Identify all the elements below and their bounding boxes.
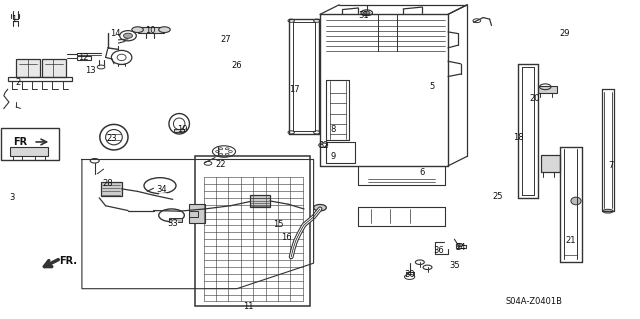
Text: 10: 10 — [145, 26, 156, 35]
Bar — [169, 218, 182, 222]
Text: 18: 18 — [513, 133, 524, 142]
Text: 15: 15 — [273, 220, 284, 229]
Bar — [189, 211, 198, 217]
Ellipse shape — [314, 204, 326, 211]
Ellipse shape — [364, 11, 370, 14]
Ellipse shape — [124, 33, 132, 38]
Bar — [195, 156, 310, 306]
Text: 36: 36 — [434, 246, 444, 255]
Text: 30: 30 — [404, 270, 415, 279]
Text: FR.: FR. — [59, 256, 77, 266]
Text: 32: 32 — [318, 141, 328, 150]
Text: S04A-Z0401B: S04A-Z0401B — [506, 297, 563, 306]
Text: 24: 24 — [456, 243, 466, 252]
Text: 12: 12 — [78, 53, 88, 62]
Ellipse shape — [456, 243, 463, 247]
Bar — [538, 86, 557, 93]
Text: 13: 13 — [86, 66, 96, 75]
Bar — [101, 182, 122, 196]
Text: FR: FR — [13, 137, 27, 147]
Text: 29: 29 — [559, 29, 570, 38]
Ellipse shape — [159, 27, 170, 33]
Text: 26: 26 — [232, 61, 242, 70]
Text: 28: 28 — [102, 179, 113, 188]
Bar — [10, 147, 48, 156]
Text: 33: 33 — [168, 219, 178, 228]
Text: 19: 19 — [177, 125, 188, 134]
Text: 22: 22 — [216, 160, 226, 169]
Text: 21: 21 — [566, 236, 576, 245]
Text: 5: 5 — [429, 82, 435, 91]
Ellipse shape — [132, 27, 143, 33]
Text: 20: 20 — [529, 94, 540, 103]
Bar — [174, 129, 184, 132]
Bar — [42, 59, 66, 77]
Bar — [541, 155, 560, 172]
Text: 9: 9 — [330, 152, 335, 161]
Text: 16: 16 — [281, 233, 291, 242]
Text: 2: 2 — [15, 78, 20, 87]
Bar — [189, 204, 205, 223]
Text: 3: 3 — [9, 193, 14, 202]
Text: 35: 35 — [449, 261, 460, 270]
Text: 14: 14 — [110, 29, 120, 38]
Ellipse shape — [603, 209, 613, 213]
Text: 31: 31 — [358, 11, 369, 20]
Text: 8: 8 — [330, 125, 335, 134]
Bar — [77, 56, 91, 60]
Text: 34: 34 — [156, 185, 166, 194]
Bar — [250, 195, 270, 207]
Bar — [456, 245, 466, 248]
Text: 7: 7 — [609, 161, 614, 170]
Ellipse shape — [571, 197, 581, 205]
Text: 17: 17 — [289, 85, 300, 94]
Text: 11: 11 — [243, 302, 253, 311]
Text: 6: 6 — [420, 168, 425, 177]
Bar — [1, 128, 59, 160]
Text: 1: 1 — [12, 15, 17, 24]
Bar — [8, 77, 72, 81]
Text: 25: 25 — [493, 192, 503, 201]
Text: 23: 23 — [107, 134, 117, 143]
Bar — [138, 27, 164, 33]
Text: 27: 27 — [221, 35, 231, 44]
Bar — [16, 59, 40, 77]
